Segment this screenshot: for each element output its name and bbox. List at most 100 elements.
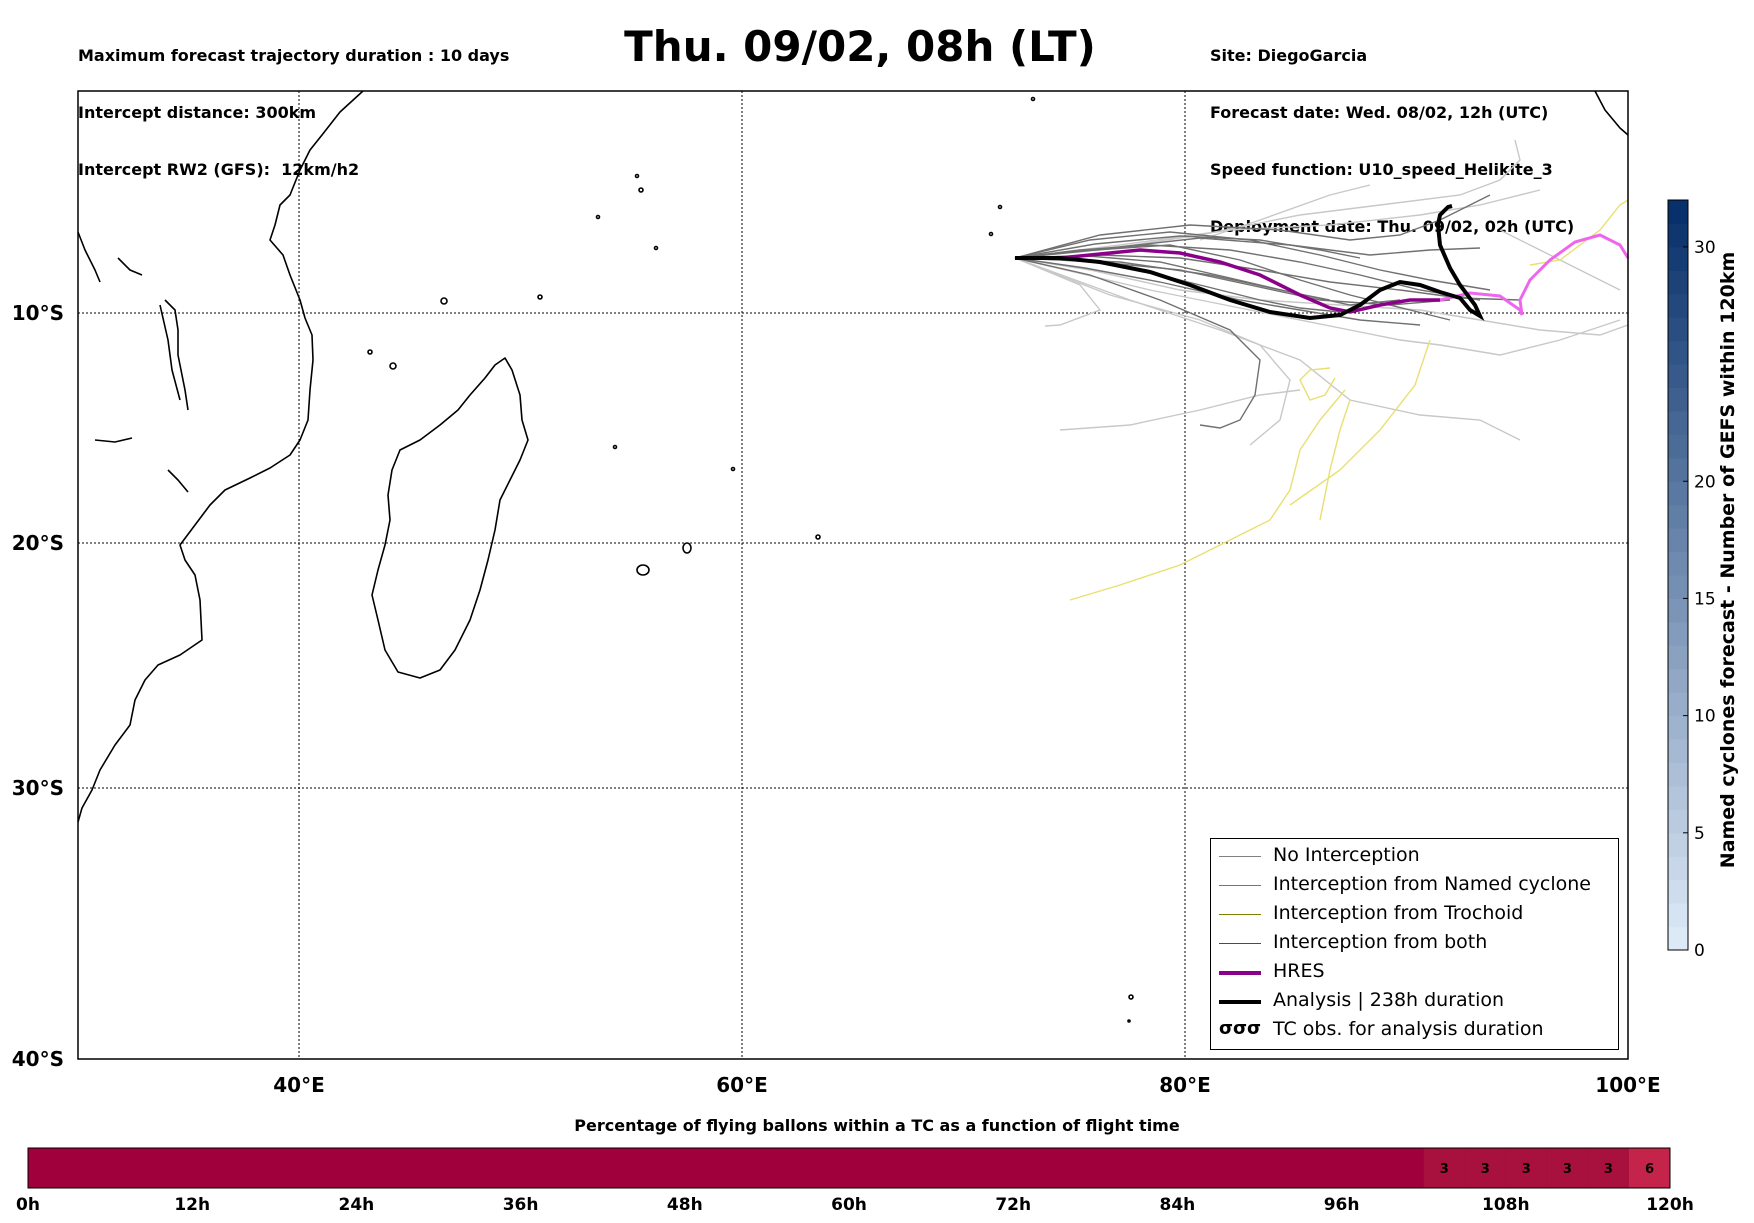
legend-swatch — [1219, 1000, 1261, 1004]
percentage-bar-segment — [1628, 1148, 1670, 1188]
colorbar-frame — [1667, 199, 1689, 951]
colorbar-cell — [1668, 434, 1688, 459]
magenta-trajectory — [1439, 233, 1630, 316]
colorbar-cell — [1668, 387, 1688, 412]
percentage-bar-tick-label: 48h — [667, 1195, 703, 1215]
legend-swatch — [1219, 971, 1261, 975]
legend-swatch — [1219, 943, 1261, 944]
percentage-bar-segment — [1505, 1148, 1547, 1188]
lat-label-20s: 20°S — [12, 531, 64, 555]
map-frame — [77, 90, 1629, 1060]
colorbar-tick-label: 15 — [1694, 589, 1716, 609]
legend-item-named-cyclone: Interception from Named cyclone — [1211, 873, 1618, 899]
forecast-date-text: Forecast date: Wed. 08/02, 12h (UTC) — [1210, 103, 1549, 122]
percentage-bar-tick-label: 84h — [1160, 1195, 1196, 1215]
legend-label: Analysis | 238h duration — [1273, 989, 1505, 1011]
lat-label-40s: 40°S — [12, 1047, 64, 1071]
hres-trajectory — [1015, 248, 1440, 314]
colorbar-title: Named cyclones forecast - Number of GEFS… — [1717, 251, 1739, 869]
lat-label-10s: 10°S — [12, 301, 64, 325]
percentage-bar-tick-label: 60h — [831, 1195, 867, 1215]
colorbar-cell — [1668, 715, 1688, 740]
percentage-bar: 3 3 3 3 3 6 — [27, 1147, 1671, 1189]
percentage-bar-tick-label: 0h — [16, 1195, 40, 1215]
map-legend: No Interception Interception from Named … — [1210, 838, 1619, 1050]
tc-obs-symbol-icon: σσσ — [1219, 1018, 1262, 1039]
percentage-bar-value: 3 — [1604, 1162, 1613, 1177]
percentage-bar-tick-label: 96h — [1324, 1195, 1360, 1215]
colorbar-tick-label: 30 — [1694, 238, 1716, 258]
intercept-rw2-text: Intercept RW2 (GFS): 12km/h2 — [78, 160, 360, 179]
gefs-trajectories-light — [1014, 139, 1629, 446]
colorbar-cell — [1668, 551, 1688, 576]
legend-swatch — [1219, 856, 1261, 857]
percentage-bar-segment — [1464, 1148, 1506, 1188]
percentage-bar-value: 3 — [1481, 1162, 1490, 1177]
colorbar-cell — [1668, 528, 1688, 553]
colorbar — [1667, 199, 1689, 951]
colorbar-tick-label: 10 — [1694, 707, 1716, 727]
colorbar-cell — [1668, 645, 1688, 670]
colorbar-cell — [1668, 926, 1688, 951]
colorbar-cell — [1668, 340, 1688, 365]
colorbar-cell — [1668, 504, 1688, 529]
header-left-info: Maximum forecast trajectory duration : 1… — [78, 8, 509, 198]
colorbar-cell — [1668, 692, 1688, 717]
percentage-bar-value: 3 — [1563, 1162, 1572, 1177]
colorbar-cell — [1668, 481, 1688, 506]
colorbar-cell — [1668, 598, 1688, 623]
speed-function-text: Speed function: U10_speed_Helikite_3 — [1210, 160, 1553, 179]
colorbar-cell — [1668, 317, 1688, 342]
legend-label: TC obs. for analysis duration — [1273, 1018, 1544, 1040]
legend-item-hres: HRES — [1211, 960, 1618, 986]
percentage-bar-tick-label: 36h — [503, 1195, 539, 1215]
colorbar-cell — [1668, 879, 1688, 904]
percentage-bar-value: 3 — [1440, 1162, 1449, 1177]
colorbar-cell — [1668, 809, 1688, 834]
legend-label: HRES — [1273, 960, 1325, 982]
lat-label-30s: 30°S — [12, 776, 64, 800]
colorbar-cell — [1668, 293, 1688, 318]
percentage-bar-segment — [1587, 1148, 1629, 1188]
percentage-bar-tick-label: 12h — [174, 1195, 210, 1215]
legend-item-no-interception: No Interception — [1211, 844, 1618, 870]
legend-swatch — [1219, 914, 1261, 915]
colorbar-cell — [1668, 739, 1688, 763]
colorbar-cell — [1668, 575, 1688, 599]
yellow-trajectories — [1069, 199, 1629, 601]
colorbar-cell — [1668, 785, 1688, 810]
legend-item-trochoid: Interception from Trochoid — [1211, 902, 1618, 928]
percentage-bar-frame — [27, 1147, 1671, 1189]
percentage-bar-segment — [1546, 1148, 1588, 1188]
percentage-bar-value: 3 — [1522, 1162, 1531, 1177]
percentage-bar-tick-label: 24h — [339, 1195, 375, 1215]
colorbar-tick-label: 5 — [1694, 824, 1705, 844]
percentage-bar-ticks: 0h 12h 24h 36h 48h 60h 72h 84h 96h 108h 120h — [16, 1195, 1694, 1215]
percentage-bar-tick-label: 120h — [1646, 1195, 1694, 1215]
colorbar-tick-label: 0 — [1694, 941, 1705, 961]
legend-label: No Interception — [1273, 844, 1420, 866]
max-duration-text: Maximum forecast trajectory duration : 1… — [78, 46, 510, 65]
colorbar-cell — [1668, 668, 1688, 693]
lon-label-40e: 40°E — [273, 1073, 325, 1097]
colorbar-cell — [1668, 903, 1688, 928]
legend-swatch — [1219, 885, 1261, 886]
site-text: Site: DiegoGarcia — [1210, 46, 1368, 65]
map-title: Thu. 09/02, 08h (LT) — [624, 22, 1096, 71]
colorbar-cell — [1668, 832, 1688, 857]
colorbar-tick-label: 20 — [1694, 472, 1716, 492]
colorbar-cell — [1668, 200, 1688, 224]
percentage-bar-title: Percentage of flying ballons within a TC… — [574, 1116, 1180, 1135]
legend-item-tc-obs: σσσ TC obs. for analysis duration — [1211, 1018, 1618, 1044]
percentage-bar-base — [28, 1148, 1670, 1188]
colorbar-cell — [1668, 223, 1688, 248]
colorbar-ticks: 0 5 10 15 20 30 — [1683, 238, 1716, 961]
intercept-distance-text: Intercept distance: 300km — [78, 103, 317, 122]
colorbar-cell — [1668, 270, 1688, 295]
colorbar-cell — [1668, 246, 1688, 271]
percentage-bar-tick-label: 72h — [995, 1195, 1031, 1215]
colorbar-cell — [1668, 762, 1688, 787]
percentage-bar-tick-label: 108h — [1482, 1195, 1530, 1215]
lon-label-60e: 60°E — [716, 1073, 768, 1097]
